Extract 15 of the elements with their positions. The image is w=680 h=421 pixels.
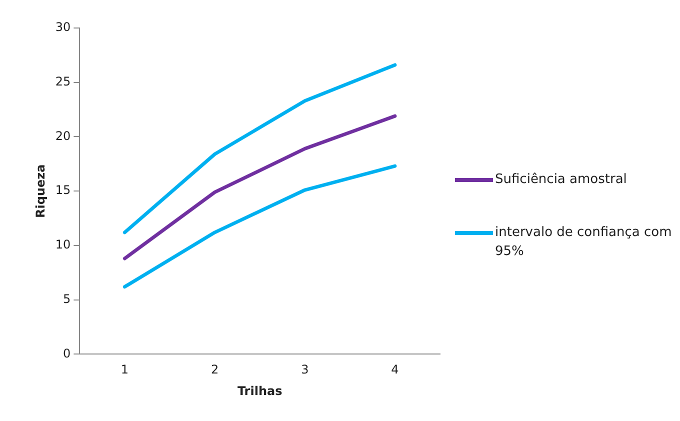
y-tick-label: 25 (55, 74, 71, 88)
y-tick-label: 15 (55, 183, 71, 198)
x-tick-label: 3 (301, 362, 309, 377)
legend-label: intervalo de confiança com 95% (495, 224, 673, 261)
legend-label: Suficiência amostral (495, 171, 627, 189)
x-tick-label: 2 (210, 362, 219, 377)
x-tick-label: 1 (120, 362, 129, 377)
y-tick-label: 20 (55, 128, 71, 143)
x-axis-title: Trilhas (237, 384, 282, 398)
x-tick-label: 4 (391, 362, 399, 377)
y-axis-title: Riqueza (33, 164, 48, 218)
y-tick-label: 0 (63, 346, 71, 360)
y-tick-label: 5 (63, 292, 71, 306)
y-tick-label: 30 (55, 20, 71, 34)
y-tick-label: 10 (55, 238, 71, 252)
